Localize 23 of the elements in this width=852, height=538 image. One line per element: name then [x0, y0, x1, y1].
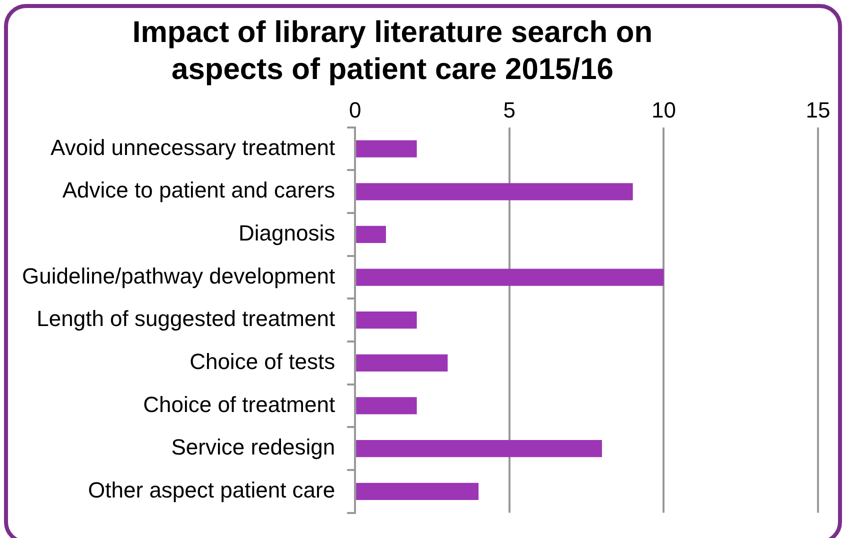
y-tick-label: Avoid unnecessary treatment: [50, 134, 336, 160]
bar: [356, 397, 417, 414]
y-tick-label: Length of suggested treatment: [36, 306, 336, 332]
x-tick-label: 5: [503, 97, 516, 122]
bar: [356, 312, 417, 329]
y-tick-label: Other aspect patient care: [88, 477, 336, 502]
y-tick-label: Advice to patient and carers: [62, 178, 336, 203]
y-tick-label: Choice of treatment: [143, 392, 336, 417]
bar: [356, 440, 602, 458]
bar: [356, 140, 417, 158]
bar: [356, 268, 664, 286]
x-tick-label: 0: [348, 97, 362, 122]
x-tick-label: 15: [806, 97, 830, 122]
y-tick-label: Diagnosis: [238, 220, 336, 246]
chart-title: Impact of library literature search on aspects of patient care 2015/16: [131, 15, 654, 88]
bar: [356, 354, 448, 372]
y-tick-label: Guideline/pathway development: [22, 263, 336, 288]
bar: [356, 226, 386, 244]
bar: [356, 183, 633, 200]
bar: [356, 482, 479, 500]
y-tick-label: Choice of tests: [190, 348, 336, 374]
y-tick-label: Service redesign: [171, 434, 336, 460]
x-tick-label: 10: [651, 97, 676, 122]
